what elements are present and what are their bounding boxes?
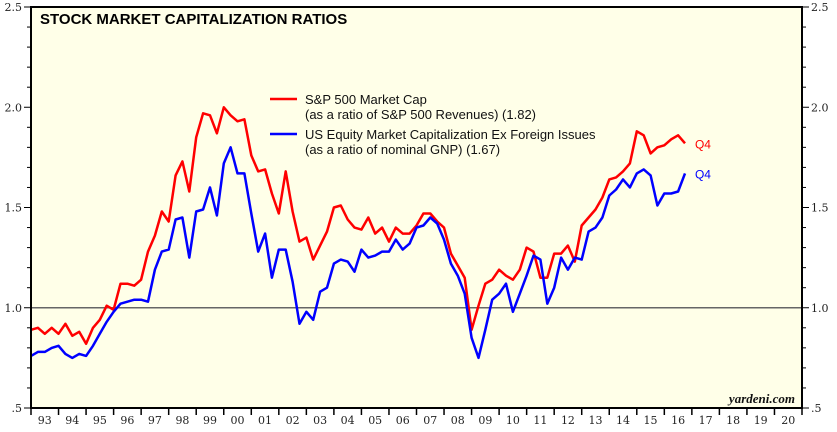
x-tick-label: 96 [120, 414, 134, 427]
x-tick-label: 97 [148, 414, 162, 427]
series-line-sp500 [30, 106, 686, 346]
legend-label-sp500: S&P 500 Market Cap [305, 92, 427, 107]
legend-label-us-equity: US Equity Market Capitalization Ex Forei… [305, 127, 596, 142]
legend-sublabel-us-equity: (as a ratio of nominal GNP) (1.67) [305, 142, 500, 157]
x-tick-label: 03 [313, 414, 327, 427]
plot-area [31, 7, 802, 408]
x-tick-label: 12 [561, 414, 575, 427]
x-tick-label: 19 [754, 414, 768, 427]
y-tick-label-left: .5 [12, 402, 23, 415]
legend-sublabel-sp500: (as a ratio of S&P 500 Revenues) (1.82) [305, 107, 536, 122]
y-tick-label-left: 1.0 [5, 302, 23, 315]
chart-title: STOCK MARKET CAPITALIZATION RATIOS [40, 11, 347, 28]
x-tick-label: 11 [533, 414, 547, 427]
x-tick-label: 98 [175, 414, 189, 427]
end-label: Q4 [695, 137, 711, 151]
y-tick-label-right: 1.5 [811, 202, 829, 215]
end-label: Q4 [695, 167, 711, 181]
plot-border [30, 6, 803, 409]
y-tick-label-right: 2.5 [811, 1, 829, 14]
y-tick-label-left: 2.5 [5, 1, 23, 14]
source-label: yardeni.com [727, 391, 795, 406]
x-tick-label: 09 [478, 414, 492, 427]
x-tick-label: 07 [423, 414, 437, 427]
x-tick-label: 06 [396, 414, 410, 427]
x-tick-label: 20 [781, 414, 795, 427]
x-tick-label: 93 [38, 414, 52, 427]
x-tick-label: 10 [506, 414, 520, 427]
x-tick-label: 17 [699, 414, 713, 427]
x-tick-label: 16 [671, 414, 685, 427]
x-tick-label: 18 [726, 414, 740, 427]
x-tick-label: 94 [65, 414, 79, 427]
x-tick-label: 00 [231, 414, 245, 427]
y-tick-label-left: 1.5 [5, 202, 23, 215]
x-tick-label: 13 [588, 414, 602, 427]
y-tick-label-left: 2.0 [5, 101, 23, 114]
x-tick-label: 05 [368, 414, 382, 427]
x-tick-label: 99 [203, 414, 217, 427]
x-tick-label: 14 [616, 414, 630, 427]
x-tick-label: 01 [258, 414, 272, 427]
x-tick-label: 95 [93, 414, 107, 427]
y-tick-label-right: .5 [811, 402, 822, 415]
x-tick-label: 04 [341, 414, 355, 427]
series-line-us-equity [30, 146, 687, 360]
x-tick-label: 02 [286, 414, 300, 427]
x-tick-label: 08 [451, 414, 465, 427]
x-tick-label: 15 [644, 414, 658, 427]
y-tick-label-right: 2.0 [811, 101, 829, 114]
y-tick-label-right: 1.0 [811, 302, 829, 315]
